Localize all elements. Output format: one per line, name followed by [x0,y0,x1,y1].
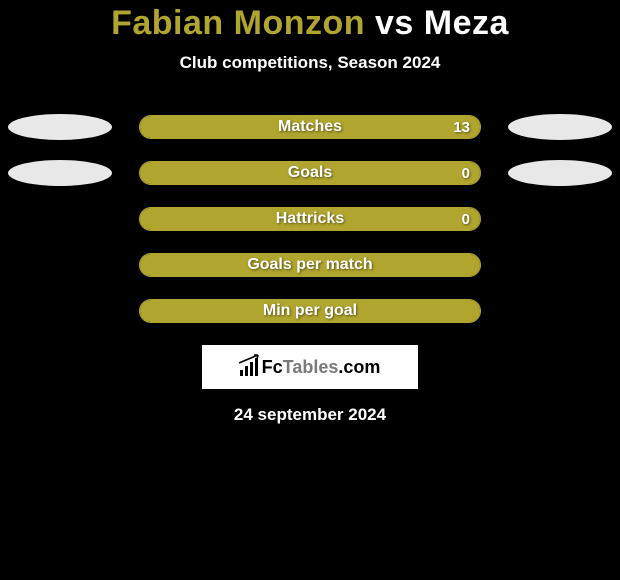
stat-value-right: 0 [462,165,470,182]
stat-bar: Matches 13 [139,115,481,139]
logo-text: FcTables.com [262,357,381,378]
left-ellipse [8,160,112,186]
logo-box: FcTables.com [202,345,418,389]
stat-label: Matches [278,118,342,136]
stat-value-right: 0 [462,211,470,228]
stat-value-right: 13 [453,119,470,136]
stat-label: Goals per match [247,256,372,274]
vs-text: vs [365,4,424,42]
stat-row: Min per goal [0,299,620,323]
stat-bar: Goals 0 [139,161,481,185]
stat-row: Matches 13 [0,115,620,139]
page-title: Fabian Monzon vs Meza [111,4,509,43]
comparison-card: Fabian Monzon vs Meza Club competitions,… [0,0,620,425]
logo-com: .com [338,357,380,377]
right-ellipse [508,160,612,186]
subtitle: Club competitions, Season 2024 [180,53,441,73]
player2-name: Meza [424,4,509,42]
stat-row: Goals 0 [0,161,620,185]
stat-row: Hattricks 0 [0,207,620,231]
stat-row: Goals per match [0,253,620,277]
player1-name: Fabian Monzon [111,4,365,42]
left-ellipse [8,114,112,140]
stat-label: Goals [288,164,332,182]
date-text: 24 september 2024 [234,405,386,425]
stat-bar: Min per goal [139,299,481,323]
right-ellipse [508,114,612,140]
stat-bar: Goals per match [139,253,481,277]
stat-label: Hattricks [276,210,344,228]
logo-tables: Tables [283,357,339,377]
stat-bar: Hattricks 0 [139,207,481,231]
bar-chart-icon [240,358,258,376]
stat-rows: Matches 13 Goals 0 Hattricks 0 Goals per match… [0,115,620,323]
stat-label: Min per goal [263,302,357,320]
logo-fc: Fc [262,357,283,377]
